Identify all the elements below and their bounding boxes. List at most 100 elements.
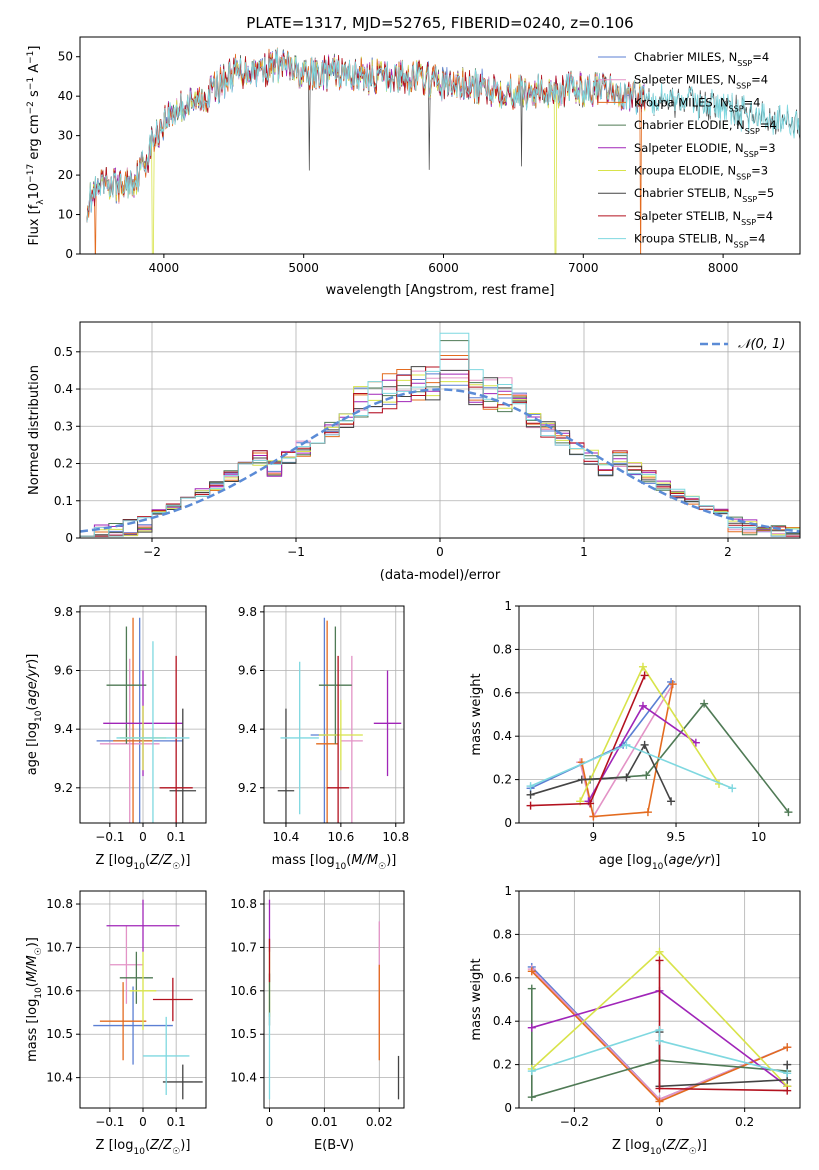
y-tick-label: 9.2 — [54, 781, 73, 795]
y-tick-label: 10.8 — [46, 897, 73, 911]
errorbar-point — [113, 617, 153, 823]
errorbar-point — [373, 670, 402, 777]
errorbar-point — [340, 655, 363, 823]
legend-entry: Chabrier ELODIE, NSSP=4 — [634, 118, 777, 136]
y-tick-label: 30 — [58, 129, 73, 143]
x-tick-label: −0.1 — [95, 830, 124, 844]
x-tick-label: −0.1 — [95, 1115, 124, 1129]
mass-weight-vs-z-panel: −0.2 0 0.2 0 0.2 0.4 0.6 0.8 1 Z [log10(Z/Z☉)] mas… — [469, 884, 801, 1157]
x-tick-label: −1 — [287, 545, 305, 559]
legend-entry: Chabrier STELIB, NSSP=5 — [634, 186, 774, 204]
y-tick-label: 1 — [504, 884, 512, 898]
y-axis-label: Normed distribution — [27, 365, 42, 495]
y-tick-label: 0 — [65, 531, 73, 545]
x-tick-label: 0 — [656, 1115, 664, 1129]
weight-line-8 — [531, 1028, 788, 1075]
weight-marker — [577, 775, 586, 784]
errorbar-point — [119, 951, 153, 1004]
y-tick-label: 9.6 — [238, 664, 257, 678]
x-tick-label: 0.2 — [735, 1115, 754, 1129]
y-tick-label: 10.6 — [46, 984, 73, 998]
errorbar-point — [99, 658, 160, 823]
mass-vs-z-plot-area — [93, 899, 203, 1100]
weight-marker — [527, 984, 536, 993]
x-tick-label: 10.4 — [273, 830, 300, 844]
weight-marker — [655, 956, 664, 965]
errorbar-point — [277, 708, 295, 823]
y-tick-label: 0 — [504, 816, 512, 830]
x-tick-label: 0.1 — [167, 1115, 186, 1129]
y-tick-label: 10.7 — [46, 940, 73, 954]
mass-vs-ebv-panel: 0 0.01 0.02 10.4 10.5 10.6 10.7 10.8 E(B-V) — [230, 890, 405, 1153]
spectrum-legend: Chabrier MILES, NSSP=4 Salpeter MILES, NS… — [598, 50, 777, 249]
legend-entry: Kroupa STELIB, NSSP=4 — [634, 232, 765, 250]
weight-marker — [655, 1036, 664, 1045]
errorbar-point — [280, 661, 319, 815]
weight-marker — [655, 1025, 664, 1034]
weight-marker — [642, 771, 651, 780]
spectrum-frame — [79, 36, 801, 255]
weight-marker — [655, 947, 664, 956]
errorbar-point — [162, 1064, 203, 1100]
errorbar-point — [129, 951, 157, 1030]
weight-marker — [640, 740, 649, 749]
errorbar-point — [99, 982, 147, 1061]
y-tick-label: 0.6 — [493, 971, 512, 985]
y-axis-label: mass weight — [469, 958, 484, 1040]
errorbar-point — [143, 1016, 190, 1095]
legend-entry: Kroupa ELODIE, NSSP=3 — [634, 164, 768, 182]
weight-marker — [783, 1086, 792, 1095]
y-tick-label: 10 — [58, 208, 73, 222]
x-tick-label: 9 — [590, 830, 598, 844]
y-tick-label: 50 — [58, 50, 73, 64]
histogram-step-6 — [80, 366, 800, 537]
weight-marker — [700, 699, 709, 708]
y-tick-label: 9.4 — [54, 722, 73, 736]
mass-weight-vs-age-frame — [518, 605, 801, 824]
x-tick-label: 10.6 — [328, 830, 355, 844]
age-vs-mass-plot-area — [277, 617, 402, 823]
x-axis-label: wavelength [Angstrom, rest frame] — [326, 283, 555, 298]
legend-entry: Salpeter STELIB, NSSP=4 — [634, 209, 773, 227]
chart-layer: 4000 5000 6000 7000 800001020304050wavelengt… — [25, 36, 801, 1157]
y-tick-label: 0.3 — [54, 419, 73, 433]
y-tick-label: 9.8 — [54, 605, 73, 619]
x-tick-label: 6000 — [428, 261, 459, 275]
weight-marker — [640, 671, 649, 680]
y-tick-label: 10.7 — [230, 940, 257, 954]
figure-title: PLATE=1317, MJD=52765, FIBERID=0240, z=0… — [246, 14, 633, 32]
y-tick-label: 0.8 — [493, 927, 512, 941]
x-tick-label: 0 — [139, 1115, 147, 1129]
residual-histogram-plot-area — [80, 332, 800, 537]
mass-vs-z-panel: −0.1 0 0.1 10.4 10.5 10.6 10.7 10.8 Z [log10(Z/Z… — [25, 890, 207, 1157]
x-tick-label: 2 — [724, 545, 732, 559]
errorbar-point — [169, 708, 197, 823]
y-axis-label: age [log10(age/yr)] — [25, 654, 44, 776]
normal-reference-curve — [80, 388, 800, 533]
y-tick-label: 10.4 — [46, 1071, 73, 1085]
mass-weight-vs-age-plot-area — [526, 662, 793, 821]
weight-line-2 — [581, 683, 674, 818]
x-axis-label: (data-model)/error — [380, 568, 501, 583]
y-tick-label: 0.1 — [54, 494, 73, 508]
weight-marker — [783, 1069, 792, 1078]
x-tick-label: −0.2 — [560, 1115, 589, 1129]
y-tick-label: 0.6 — [493, 686, 512, 700]
y-tick-label: 10.4 — [230, 1071, 257, 1085]
legend-entry: Chabrier MILES, NSSP=4 — [634, 50, 769, 68]
errorbar-point — [106, 626, 147, 744]
spectrum-panel: 4000 5000 6000 7000 8000 0 10 20 30 40 50 wavelengt… — [26, 36, 801, 298]
mass-weight-vs-z-plot-area — [527, 947, 792, 1106]
weight-marker — [638, 662, 647, 671]
weight-marker — [622, 740, 631, 749]
weight-marker — [589, 812, 598, 821]
x-tick-label: 7000 — [568, 261, 599, 275]
x-tick-label: 10.8 — [382, 830, 409, 844]
weight-marker — [655, 1084, 664, 1093]
legend-entry: Kroupa MILES, NSSP=4 — [634, 95, 760, 113]
weight-marker — [783, 1060, 792, 1069]
x-axis-label: E(B-V) — [314, 1138, 354, 1153]
mass-vs-ebv-frame — [263, 890, 405, 1109]
weight-marker — [643, 808, 652, 817]
